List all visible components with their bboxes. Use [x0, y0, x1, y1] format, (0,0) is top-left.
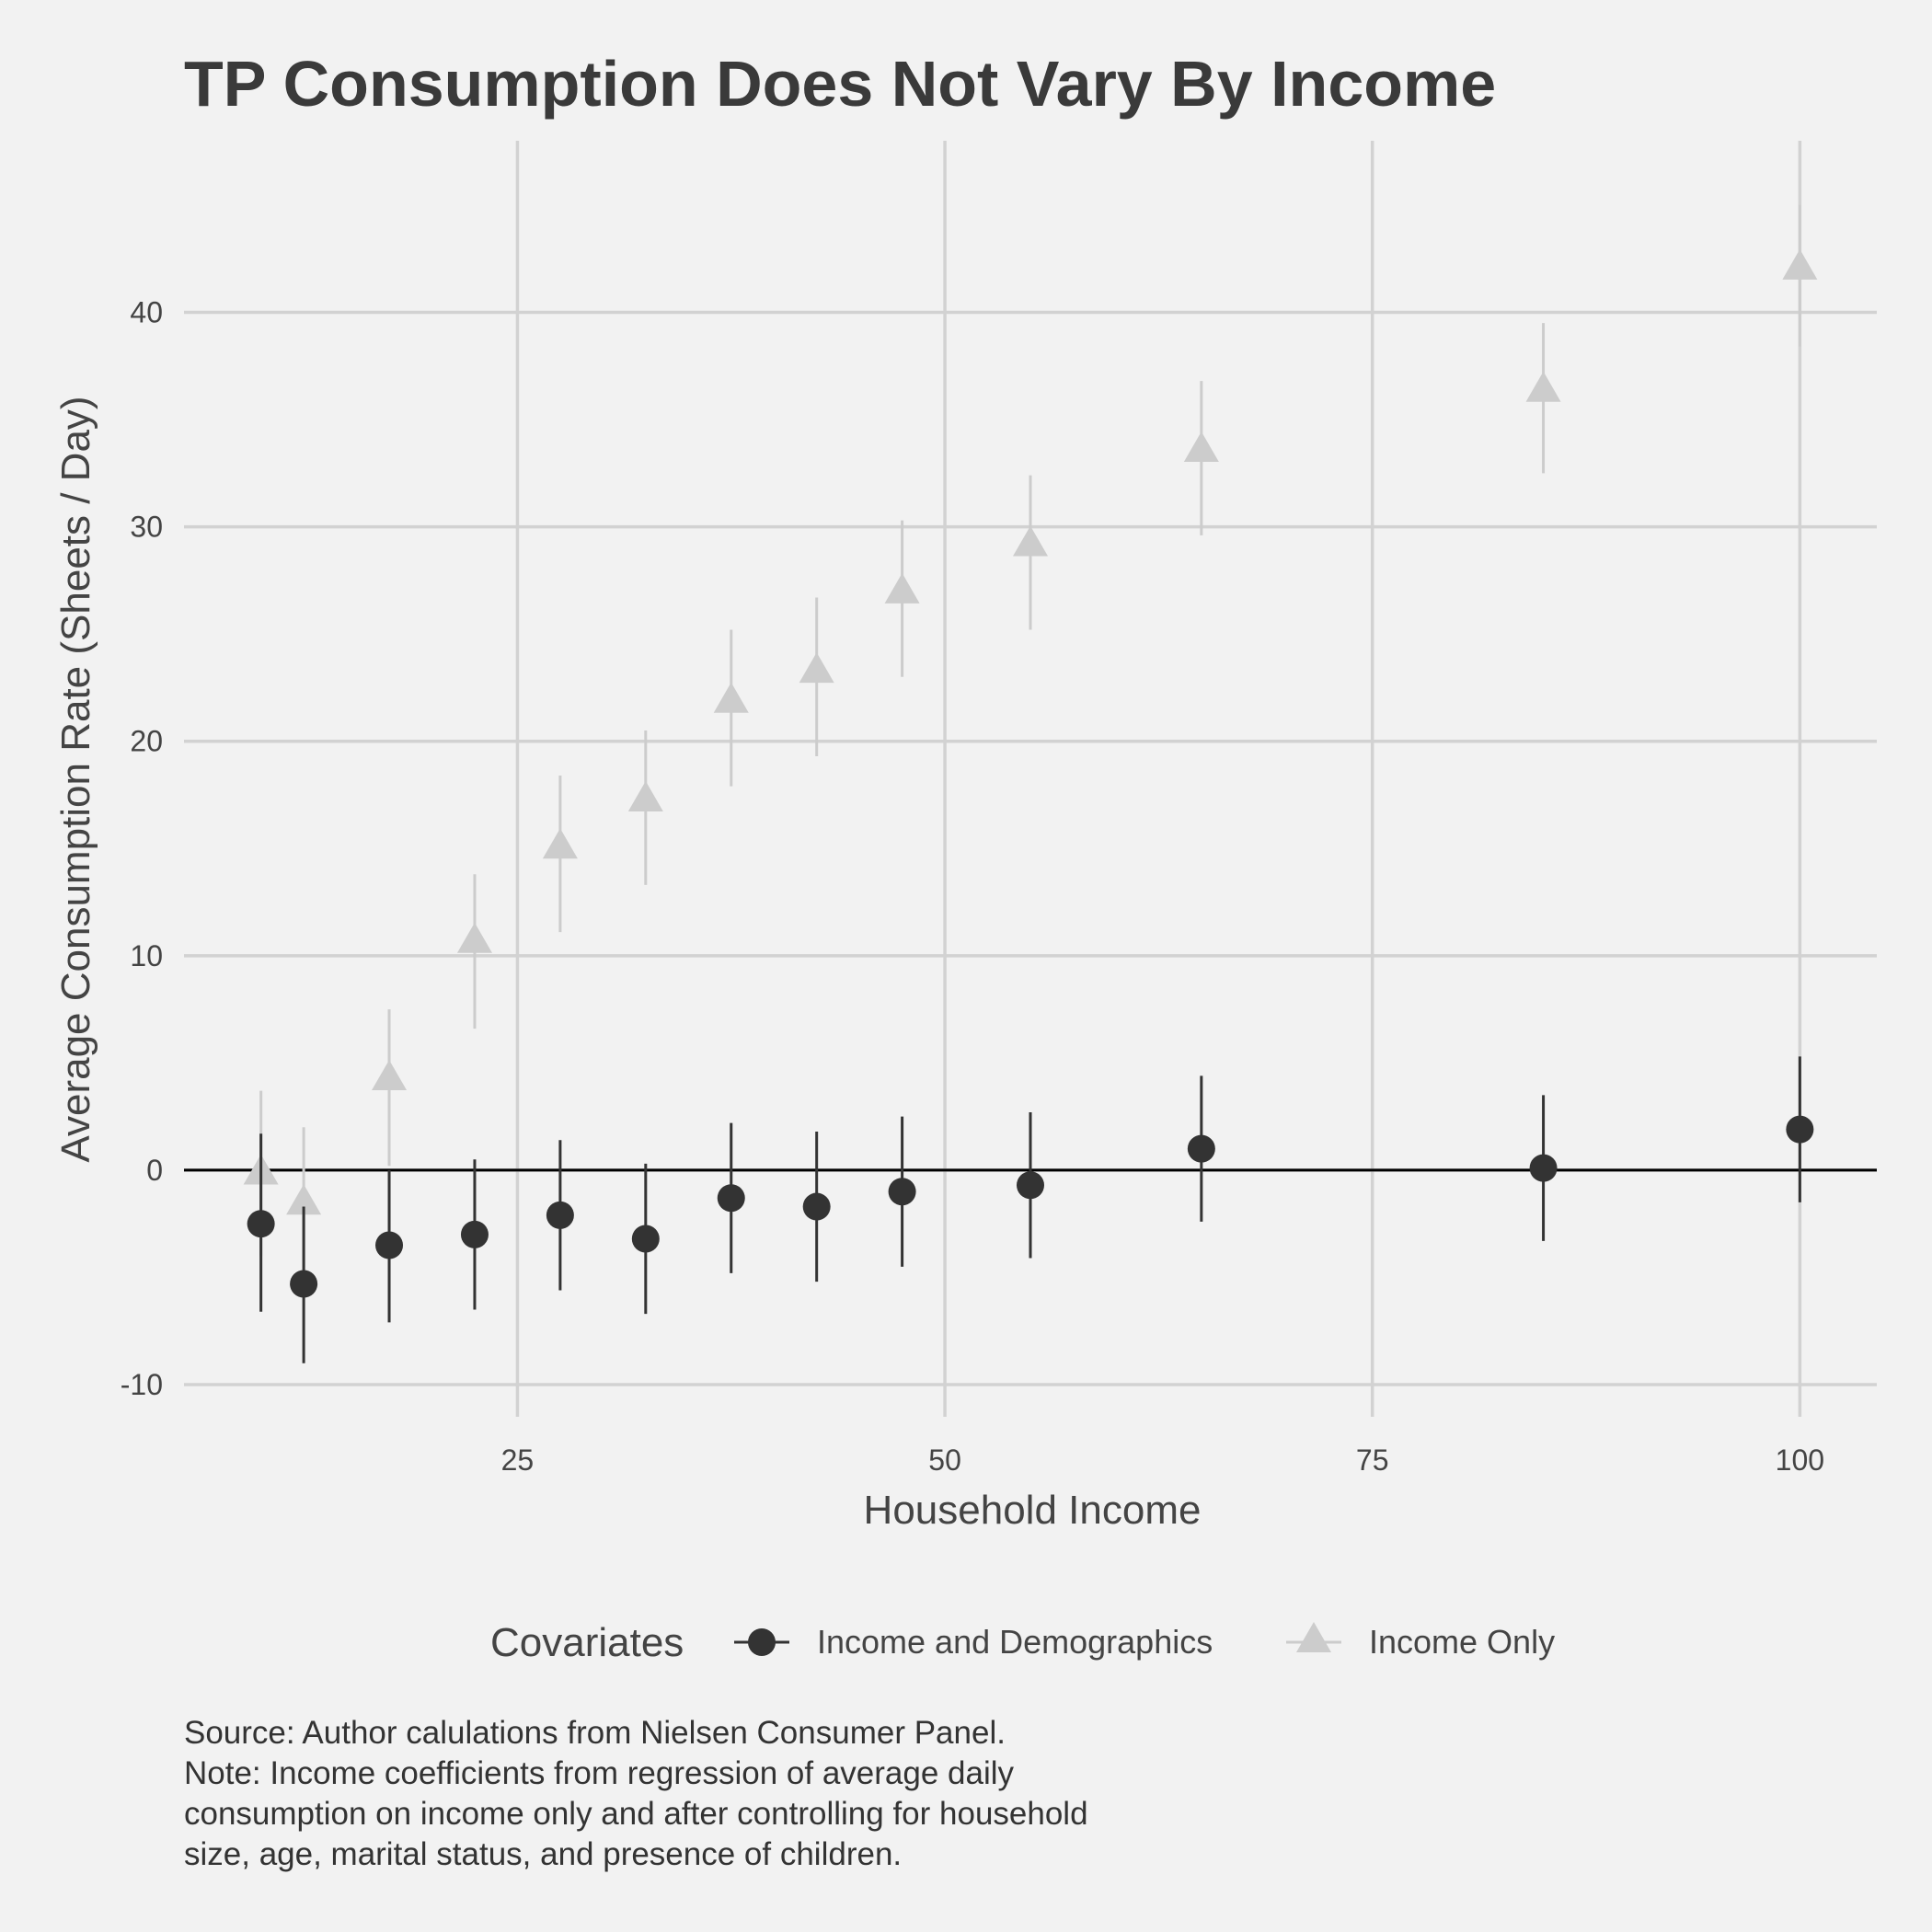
- data-point: [460, 1220, 489, 1248]
- data-point: [1187, 1134, 1215, 1163]
- data-point: [884, 572, 920, 604]
- y-tick-label: 40: [130, 295, 163, 328]
- data-series: [243, 204, 1818, 1363]
- legend-key-marker: [1296, 1622, 1331, 1652]
- data-point: [286, 1184, 322, 1215]
- x-tick-label: 75: [1356, 1443, 1389, 1477]
- data-point: [372, 1060, 408, 1090]
- data-point: [713, 682, 749, 713]
- data-point: [1183, 431, 1219, 462]
- series-0: [247, 1056, 1814, 1363]
- chart-caption: Source: Author calulations from Nielsen …: [184, 1713, 1564, 1875]
- y-axis-ticks: -10 0 10 20 30 40: [121, 295, 163, 1401]
- data-point: [542, 828, 578, 859]
- data-point: [375, 1231, 404, 1259]
- legend-key-income-only: [1286, 1622, 1341, 1652]
- data-point: [546, 1201, 574, 1229]
- data-point: [1529, 1154, 1558, 1182]
- caption-line: size, age, marital status, and presence …: [184, 1836, 903, 1872]
- data-point: [1013, 525, 1048, 557]
- data-point: [456, 922, 492, 953]
- x-axis-label: Household Income: [864, 1488, 1202, 1533]
- data-point: [290, 1270, 318, 1298]
- data-point: [799, 652, 834, 684]
- caption-line: Source: Author calulations from Nielsen …: [184, 1715, 1006, 1751]
- y-tick-label: -10: [121, 1368, 163, 1401]
- legend-key-income-and-demographics: [734, 1628, 789, 1656]
- y-axis-label: Average Consumption Rate (Sheets / Day): [53, 396, 98, 1162]
- legend-label-income-only: Income Only: [1369, 1623, 1555, 1661]
- y-tick-label: 30: [130, 511, 163, 544]
- legend-title: Covariates: [490, 1620, 684, 1665]
- y-tick-label: 20: [130, 725, 163, 758]
- legend-label-income-and-demographics: Income and Demographics: [817, 1623, 1213, 1661]
- data-point: [888, 1178, 916, 1206]
- x-tick-label: 100: [1776, 1443, 1824, 1477]
- data-point: [717, 1184, 745, 1213]
- data-point: [247, 1210, 275, 1238]
- x-tick-label: 50: [928, 1443, 961, 1477]
- caption-line: consumption on income only and after con…: [184, 1796, 1088, 1832]
- data-point: [1782, 248, 1818, 280]
- data-point: [631, 1225, 660, 1253]
- y-tick-label: 10: [130, 939, 163, 972]
- legend-key-marker: [748, 1628, 776, 1656]
- data-point: [627, 781, 663, 811]
- caption-line: Note: Income coefficients from regressio…: [184, 1755, 1015, 1791]
- x-axis-ticks: 25 50 75 100: [501, 1443, 1824, 1477]
- data-point: [802, 1192, 831, 1221]
- data-point: [1786, 1115, 1814, 1144]
- data-point: [1525, 371, 1561, 402]
- chart-title: TP Consumption Does Not Vary By Income: [184, 48, 1496, 120]
- legend: Covariates Income and Demographics Incom…: [490, 1620, 1555, 1665]
- x-tick-label: 25: [501, 1443, 535, 1477]
- data-point: [1017, 1171, 1044, 1200]
- y-tick-label: 0: [146, 1154, 163, 1187]
